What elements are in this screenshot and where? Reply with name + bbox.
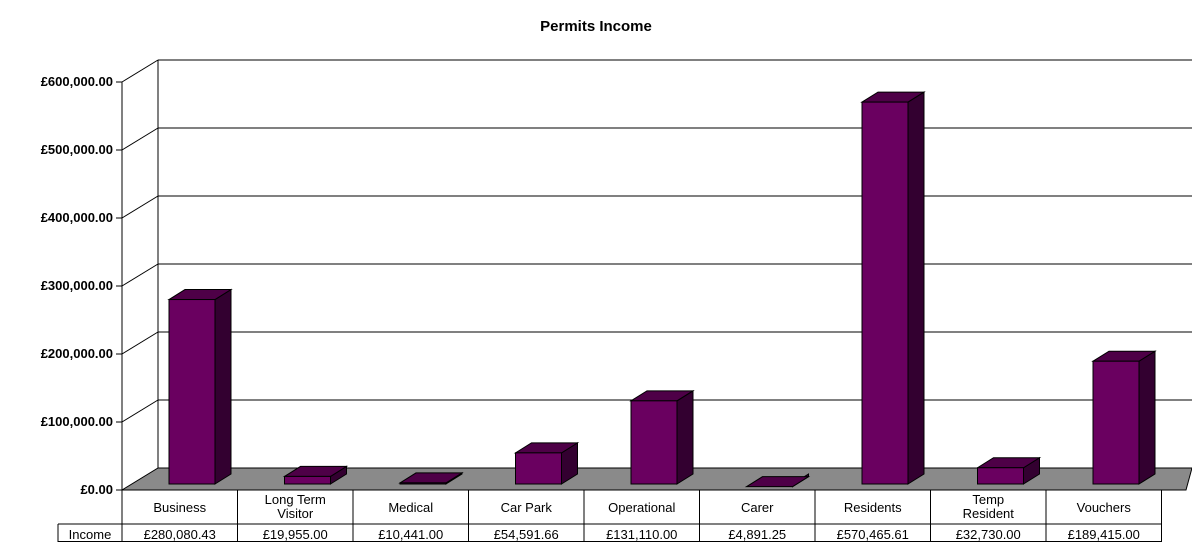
- gridline-depth: [121, 399, 159, 423]
- category-label: Long Term Visitor: [265, 492, 326, 521]
- bar-side: [214, 288, 232, 485]
- data-label: £19,955.00: [263, 527, 328, 542]
- bar-front: [630, 400, 678, 485]
- bar-side: [907, 91, 925, 485]
- bar: [1091, 350, 1157, 485]
- data-label: £280,080.43: [144, 527, 216, 542]
- y-tick-label: £400,000.00: [41, 210, 113, 225]
- data-label: £131,110.00: [606, 527, 677, 542]
- category-label: Temp Resident: [963, 492, 1015, 521]
- y-tick-label: £200,000.00: [41, 346, 113, 361]
- bar: [282, 465, 349, 485]
- category-label: Carer: [741, 500, 774, 515]
- y-tick-label: £300,000.00: [41, 278, 113, 293]
- bar-side: [1138, 350, 1156, 485]
- y-tick-label: £500,000.00: [41, 142, 113, 157]
- category-label: Car Park: [501, 500, 553, 515]
- series-name-label: Income: [69, 527, 112, 542]
- category-label: Medical: [388, 500, 433, 515]
- data-label: £10,441.00: [378, 527, 443, 542]
- bar-front: [284, 475, 331, 485]
- bar-front: [861, 101, 909, 485]
- gridline-depth: [121, 195, 159, 219]
- chart-title: Permits Income: [540, 18, 652, 35]
- gridline-depth: [121, 331, 159, 355]
- bar-front: [515, 452, 562, 485]
- data-label: £4,891.25: [728, 527, 786, 542]
- bar: [860, 91, 926, 485]
- bar-side: [676, 389, 694, 485]
- bar: [629, 389, 695, 485]
- bar-front: [1092, 360, 1140, 485]
- category-label: Operational: [608, 500, 675, 515]
- gridline-depth: [121, 263, 159, 287]
- category-label: Residents: [844, 500, 902, 515]
- data-label: £570,465.61: [837, 527, 909, 542]
- category-label: Business: [153, 500, 206, 515]
- y-tick-label: £100,000.00: [41, 414, 113, 429]
- gridline-depth: [121, 127, 159, 151]
- bar-top: [744, 476, 811, 488]
- bar: [975, 456, 1042, 485]
- bar: [513, 441, 580, 485]
- bar: [398, 471, 464, 485]
- bars: [167, 91, 1157, 488]
- data-label: £54,591.66: [494, 527, 559, 542]
- data-label: £189,415.00: [1068, 527, 1140, 542]
- bar-front: [399, 482, 447, 485]
- bar: [167, 288, 233, 485]
- category-label: Vouchers: [1077, 500, 1132, 515]
- y-tick-label: £600,000.00: [41, 74, 113, 89]
- gridline-depth: [121, 59, 159, 83]
- data-label: £32,730.00: [956, 527, 1021, 542]
- bar-front: [168, 299, 216, 485]
- y-tick-label: £0.00: [80, 482, 113, 497]
- bar: [744, 473, 811, 488]
- bar-front: [977, 467, 1024, 485]
- data-table: Business Long Term Visitor Medical Car Park O…: [57, 489, 1162, 542]
